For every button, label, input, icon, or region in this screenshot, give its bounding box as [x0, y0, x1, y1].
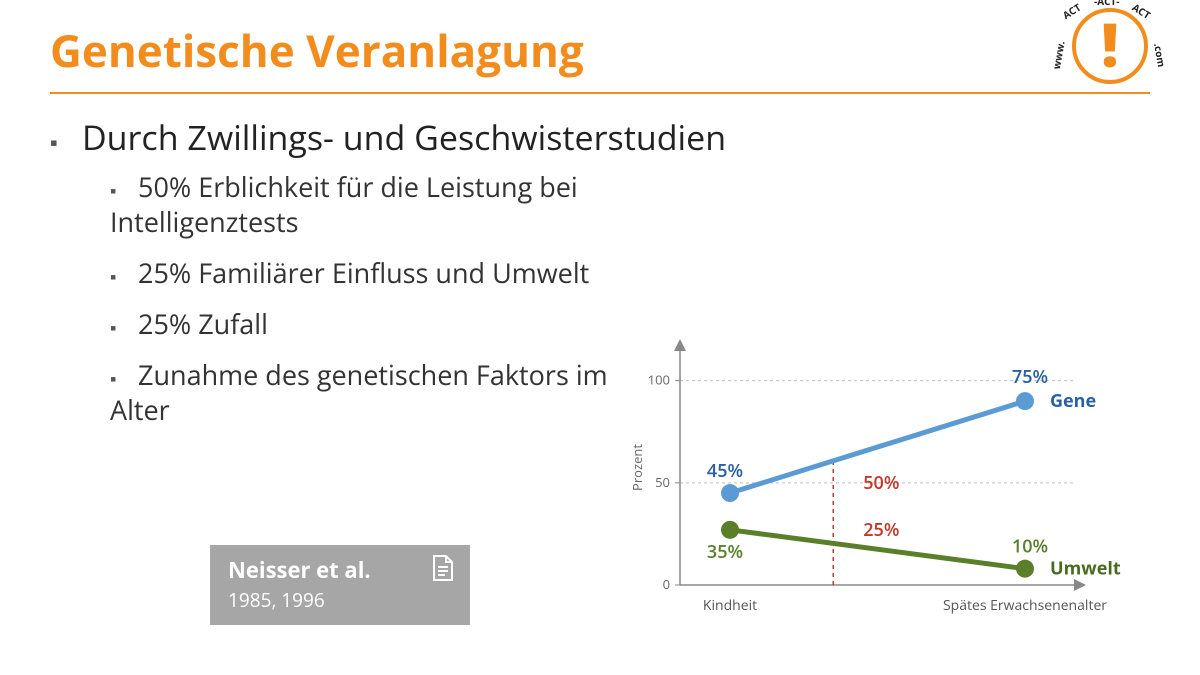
- svg-text:Prozent: Prozent: [628, 444, 646, 491]
- svg-text:75%: 75%: [1012, 365, 1048, 389]
- citation-years: 1985, 1996: [228, 587, 448, 613]
- citation-box: Neisser et al. 1985, 1996: [210, 545, 470, 625]
- svg-text:50: 50: [655, 473, 670, 491]
- svg-text:45%: 45%: [707, 459, 743, 483]
- title-divider: [50, 92, 1150, 94]
- document-icon: [432, 555, 454, 581]
- page-title: Genetische Veranlagung: [50, 20, 1150, 80]
- svg-text:10%: 10%: [1012, 535, 1048, 559]
- bullet-sub-3: 25% Zufall: [110, 306, 670, 341]
- svg-text:100: 100: [648, 371, 670, 389]
- svg-text:Umwelt: Umwelt: [1050, 557, 1121, 581]
- bullet-sub-2: 25% Familiärer Einfluss und Umwelt: [110, 255, 670, 290]
- bullet-sub-4: Zunahme des genetischen Faktors im Alter: [110, 357, 670, 427]
- svg-text:Gene: Gene: [1050, 389, 1096, 413]
- bullet-sub-1: 50% Erblichkeit für die Leistung bei Int…: [110, 169, 670, 239]
- gene-environment-chart: 0 50 100 Prozent Kindheit Spätes Erwachsenena…: [625, 335, 1155, 625]
- svg-text:Spätes Erwachsenenalter: Spätes Erwachsenenalter: [943, 596, 1107, 615]
- svg-text:35%: 35%: [707, 540, 743, 564]
- svg-text:0: 0: [663, 575, 670, 593]
- brand-text: www. ACT -ACT- ACT .com: [1050, 8, 1170, 98]
- svg-text:50%: 50%: [863, 471, 899, 495]
- svg-text:25%: 25%: [863, 518, 899, 542]
- brand-logo: ! www. ACT -ACT- ACT .com: [1050, 8, 1170, 98]
- citation-authors: Neisser et al.: [228, 555, 371, 585]
- svg-text:Kindheit: Kindheit: [703, 596, 757, 615]
